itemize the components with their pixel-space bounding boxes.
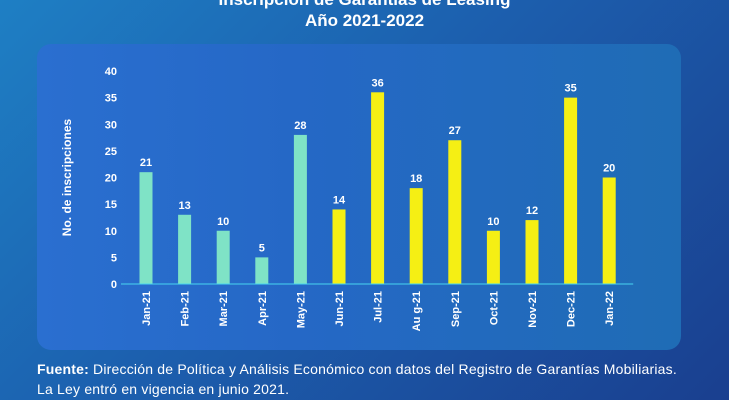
bar bbox=[216, 230, 230, 284]
bar bbox=[448, 140, 462, 284]
bar bbox=[602, 177, 616, 284]
bar bbox=[178, 214, 192, 284]
data-label: 18 bbox=[410, 173, 422, 185]
x-tick-label: Mar-21 bbox=[218, 291, 230, 326]
data-label: 5 bbox=[259, 242, 265, 254]
y-tick-label: 35 bbox=[105, 93, 117, 105]
data-label: 28 bbox=[294, 120, 306, 132]
data-label: 12 bbox=[526, 205, 538, 217]
data-label: 13 bbox=[178, 200, 190, 212]
y-tick-label: 30 bbox=[105, 119, 117, 131]
y-tick-label: 5 bbox=[111, 252, 117, 264]
data-label: 35 bbox=[564, 83, 576, 95]
bar bbox=[255, 257, 269, 284]
y-tick-label: 25 bbox=[105, 146, 117, 158]
bar bbox=[409, 188, 423, 284]
x-tick-label: Sep-21 bbox=[450, 291, 462, 327]
chart-panel: 0 5 10 15 20 25 30 35 40 No. de inscripciones 21 Ja… bbox=[37, 44, 681, 350]
y-tick-label: 40 bbox=[105, 66, 117, 78]
bar bbox=[371, 92, 385, 284]
x-tick-label: Au g-21 bbox=[411, 291, 423, 331]
x-tick-label: Feb-21 bbox=[180, 291, 192, 326]
bar bbox=[564, 97, 578, 284]
data-label: 10 bbox=[217, 216, 229, 228]
x-tick-label: Dec-21 bbox=[566, 291, 578, 327]
source-text: Dirección de Política y Análisis Económi… bbox=[37, 361, 677, 397]
source-note: Fuente: Dirección de Política y Análisis… bbox=[37, 359, 697, 399]
bar bbox=[486, 230, 500, 284]
x-tick-label: Apr-21 bbox=[257, 291, 269, 326]
y-axis-label: No. de inscripciones bbox=[60, 118, 74, 236]
bar bbox=[332, 209, 346, 284]
bar bbox=[525, 220, 539, 284]
x-tick-label: Jan-21 bbox=[141, 291, 153, 326]
x-tick-label: Jul-21 bbox=[373, 291, 385, 323]
bar bbox=[139, 172, 153, 284]
data-label: 14 bbox=[333, 194, 346, 206]
x-tick-label: Jan-22 bbox=[604, 291, 616, 326]
data-label: 27 bbox=[449, 125, 461, 137]
bar bbox=[293, 134, 307, 284]
y-tick-label: 20 bbox=[105, 173, 117, 185]
data-label: 21 bbox=[140, 157, 152, 169]
y-tick-label: 0 bbox=[111, 279, 117, 291]
bar-chart: 0 5 10 15 20 25 30 35 40 No. de inscripciones 21 Ja… bbox=[60, 66, 634, 331]
data-label: 10 bbox=[487, 216, 499, 228]
x-tick-label: Jun-21 bbox=[334, 291, 346, 326]
x-tick-label: Oct-21 bbox=[488, 291, 500, 325]
data-label: 20 bbox=[603, 163, 615, 175]
x-tick-label: May-21 bbox=[295, 291, 307, 328]
chart-subtitle: Año 2021-2022 bbox=[304, 11, 425, 30]
data-label: 36 bbox=[371, 77, 383, 89]
y-tick-label: 10 bbox=[105, 226, 117, 238]
y-tick-label: 15 bbox=[105, 199, 117, 211]
x-tick-label: Nov-21 bbox=[527, 291, 539, 328]
chart-title: Inscripción de Garantías de Leasing bbox=[0, 0, 729, 10]
source-label: Fuente: bbox=[37, 361, 89, 377]
